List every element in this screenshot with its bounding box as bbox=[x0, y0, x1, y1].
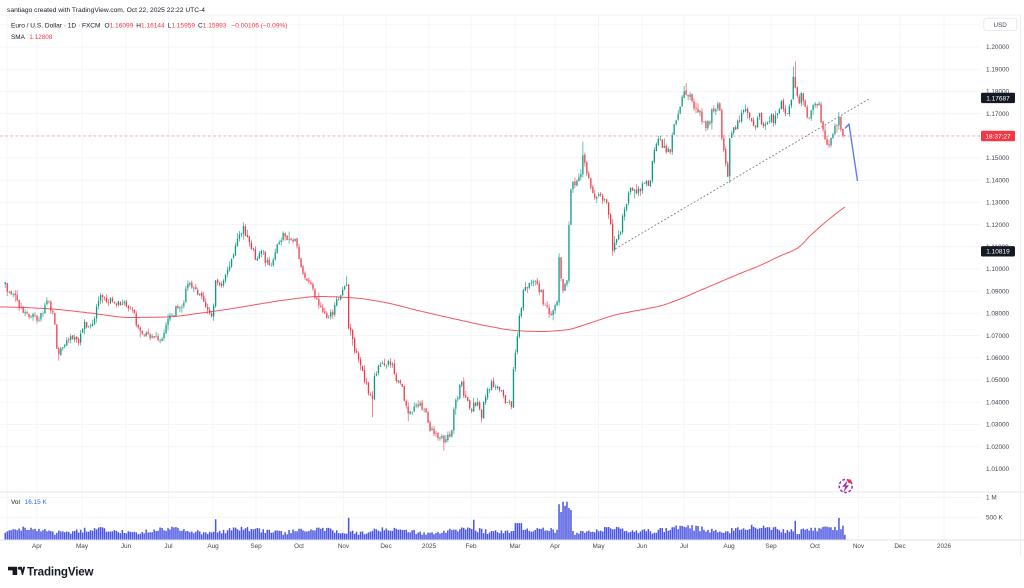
svg-text:TradingView: TradingView bbox=[27, 566, 95, 579]
svg-text:Dec: Dec bbox=[380, 543, 392, 550]
svg-text:Jun: Jun bbox=[121, 543, 132, 550]
svg-text:1.02000: 1.02000 bbox=[986, 444, 1010, 451]
svg-text:Feb: Feb bbox=[465, 543, 476, 550]
svg-text:1.18000: 1.18000 bbox=[986, 89, 1010, 96]
svg-text:Dec: Dec bbox=[894, 543, 906, 550]
svg-text:SMA 1.12808: SMA 1.12808 bbox=[11, 34, 53, 41]
svg-text:santiago created with TradingV: santiago created with TradingView.com, O… bbox=[7, 7, 205, 14]
svg-text:Aug: Aug bbox=[207, 543, 219, 550]
svg-text:1.10819: 1.10819 bbox=[986, 249, 1010, 256]
svg-text:1.07000: 1.07000 bbox=[986, 333, 1010, 340]
svg-text:1.13000: 1.13000 bbox=[986, 200, 1010, 207]
svg-text:Sep: Sep bbox=[765, 543, 777, 550]
svg-text:Oct: Oct bbox=[810, 543, 820, 550]
svg-text:Nov: Nov bbox=[338, 543, 350, 550]
svg-text:1.10000: 1.10000 bbox=[986, 266, 1010, 273]
svg-text:Nov: Nov bbox=[853, 543, 865, 550]
svg-text:USD: USD bbox=[994, 22, 1008, 29]
svg-text:1.12000: 1.12000 bbox=[986, 222, 1010, 229]
svg-text:Apr: Apr bbox=[550, 543, 561, 550]
svg-text:1.17000: 1.17000 bbox=[986, 111, 1010, 118]
svg-text:1.17687: 1.17687 bbox=[986, 95, 1010, 102]
svg-text:May: May bbox=[592, 543, 605, 550]
svg-text:1.20000: 1.20000 bbox=[986, 44, 1010, 51]
svg-text:Mar: Mar bbox=[509, 543, 521, 550]
svg-text:1 M: 1 M bbox=[986, 495, 997, 502]
svg-text:18:37:27: 18:37:27 bbox=[985, 133, 1011, 140]
svg-text:1.04000: 1.04000 bbox=[986, 399, 1010, 406]
svg-text:Oct: Oct bbox=[294, 543, 304, 550]
svg-text:Jul: Jul bbox=[680, 543, 688, 550]
svg-text:1.03000: 1.03000 bbox=[986, 422, 1010, 429]
svg-text:Jun: Jun bbox=[637, 543, 648, 550]
svg-text:May: May bbox=[76, 543, 89, 550]
svg-text:2026: 2026 bbox=[937, 543, 952, 550]
svg-text:1.15000: 1.15000 bbox=[986, 155, 1010, 162]
svg-text:2025: 2025 bbox=[422, 543, 437, 550]
svg-text:Vol 16.15 K: Vol 16.15 K bbox=[11, 499, 47, 506]
svg-text:500 K: 500 K bbox=[986, 515, 1003, 522]
svg-text:Sep: Sep bbox=[250, 543, 262, 550]
svg-text:1.19000: 1.19000 bbox=[986, 66, 1010, 73]
svg-text:1.14000: 1.14000 bbox=[986, 177, 1010, 184]
svg-text:1.01000: 1.01000 bbox=[986, 466, 1010, 473]
svg-text:Apr: Apr bbox=[32, 543, 43, 550]
svg-text:Euro / U.S. Dollar · 1D · FXCM: Euro / U.S. Dollar · 1D · FXCM O1.16099 H1… bbox=[11, 23, 287, 30]
svg-text:Aug: Aug bbox=[723, 543, 735, 550]
svg-text:1.09000: 1.09000 bbox=[986, 288, 1010, 295]
svg-text:Jul: Jul bbox=[164, 543, 172, 550]
svg-text:1.06000: 1.06000 bbox=[986, 355, 1010, 362]
svg-text:1.05000: 1.05000 bbox=[986, 377, 1010, 384]
svg-text:1.08000: 1.08000 bbox=[986, 311, 1010, 318]
